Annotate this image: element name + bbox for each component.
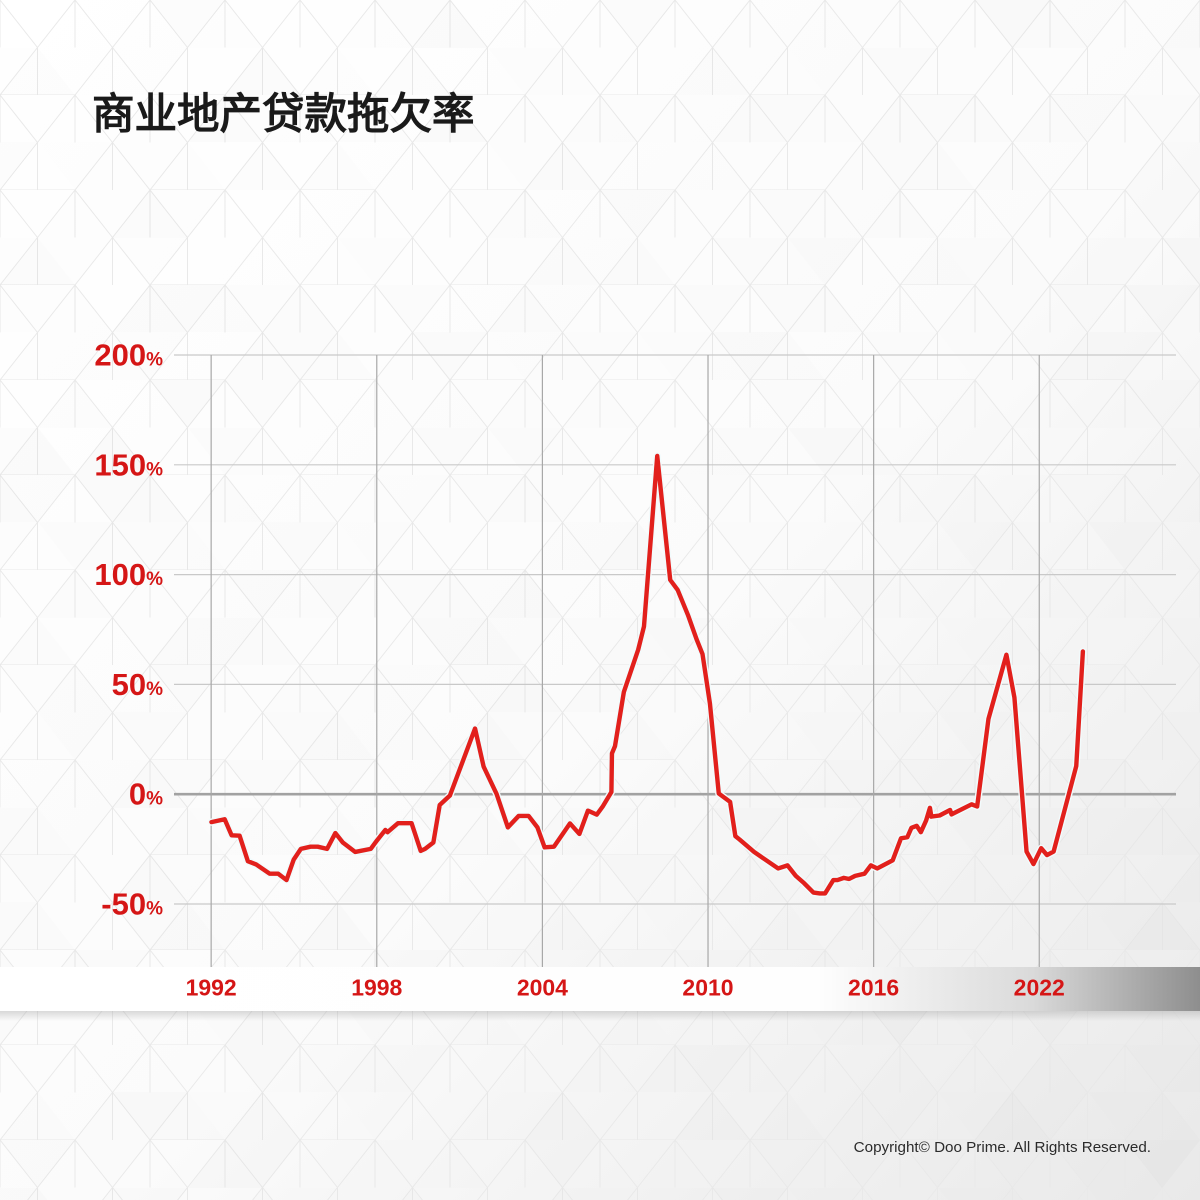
svg-text:Copyright© Doo Prime. All Righ: Copyright© Doo Prime. All Rights Reserve… bbox=[854, 1139, 1151, 1156]
svg-text:2022: 2022 bbox=[1014, 975, 1065, 1001]
svg-text:1998: 1998 bbox=[351, 975, 402, 1001]
svg-text:1992: 1992 bbox=[186, 975, 237, 1001]
svg-text:商业地产贷款拖欠率: 商业地产贷款拖欠率 bbox=[92, 92, 475, 139]
svg-text:2004: 2004 bbox=[517, 975, 568, 1001]
svg-text:2016: 2016 bbox=[848, 975, 899, 1001]
svg-text:2010: 2010 bbox=[682, 975, 733, 1001]
